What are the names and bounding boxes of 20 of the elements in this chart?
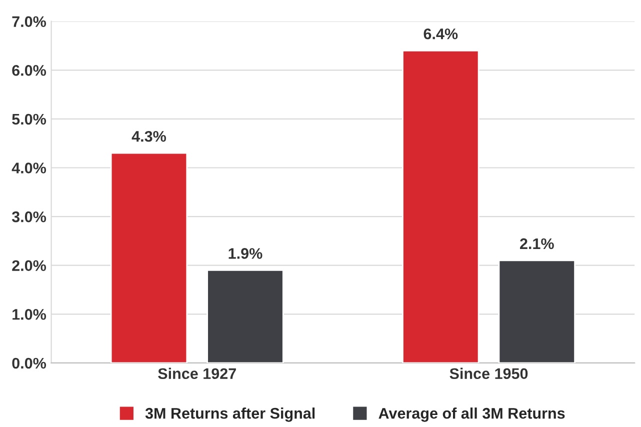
bar (402, 50, 480, 363)
y-tick-label: 2.0% (12, 260, 46, 272)
y-tick-label: 0.0% (12, 358, 46, 369)
data-label: 4.3% (132, 130, 166, 142)
x-tick-label: Since 1950 (450, 368, 528, 380)
y-tick-label: 7.0% (12, 16, 46, 28)
legend-label: Average of all 3M Returns (378, 408, 565, 422)
y-tick-label: 5.0% (12, 114, 46, 125)
data-label: 6.4% (424, 28, 458, 40)
y-tick-label: 1.0% (12, 309, 46, 320)
bar (206, 270, 284, 363)
bar (110, 152, 188, 363)
y-tick-label: 4.0% (12, 162, 46, 174)
data-label: 1.9% (228, 248, 262, 259)
bar (498, 260, 576, 363)
legend-label: 3M Returns after Signal (145, 408, 315, 422)
x-tick-label: Since 1927 (158, 368, 236, 380)
y-tick-label: 6.0% (12, 65, 46, 76)
y-tick-label: 3.0% (12, 211, 46, 222)
data-label: 2.1% (520, 238, 554, 250)
